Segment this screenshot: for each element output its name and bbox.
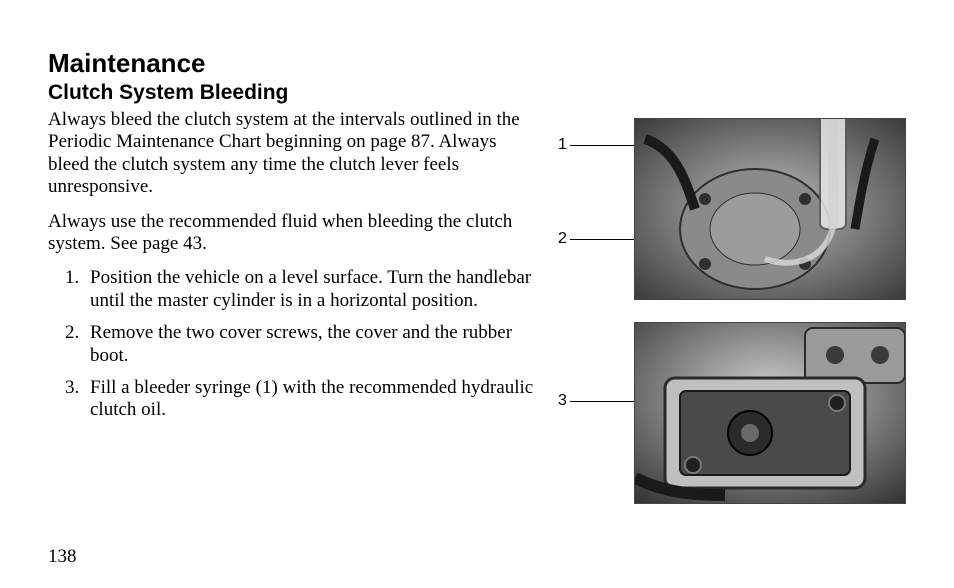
- figure-2: 3: [566, 322, 906, 502]
- section-heading: Clutch System Bleeding: [48, 81, 538, 105]
- figure-column: 1 2: [566, 118, 906, 526]
- figure-2-photo: [634, 322, 906, 504]
- manual-page: Maintenance Clutch System Bleeding Alway…: [0, 0, 954, 588]
- text-column: Maintenance Clutch System Bleeding Alway…: [48, 48, 538, 432]
- intro-paragraph-2: Always use the recommended fluid when bl…: [48, 211, 538, 256]
- step-3: Fill a bleeder syringe (1) with the reco…: [84, 377, 538, 422]
- step-2: Remove the two cover screws, the cover a…: [84, 322, 538, 367]
- callout-label-1: 1: [558, 136, 567, 154]
- figure-1-photo: [634, 118, 906, 300]
- page-heading: Maintenance: [48, 48, 538, 79]
- intro-paragraph-1: Always bleed the clutch system at the in…: [48, 109, 538, 199]
- step-1: Position the vehicle on a level surface.…: [84, 267, 538, 312]
- page-number: 138: [48, 546, 77, 568]
- procedure-steps: Position the vehicle on a level surface.…: [48, 267, 538, 421]
- figure-1: 1 2: [566, 118, 906, 298]
- callout-label-3: 3: [558, 392, 567, 410]
- callout-label-2: 2: [558, 230, 567, 248]
